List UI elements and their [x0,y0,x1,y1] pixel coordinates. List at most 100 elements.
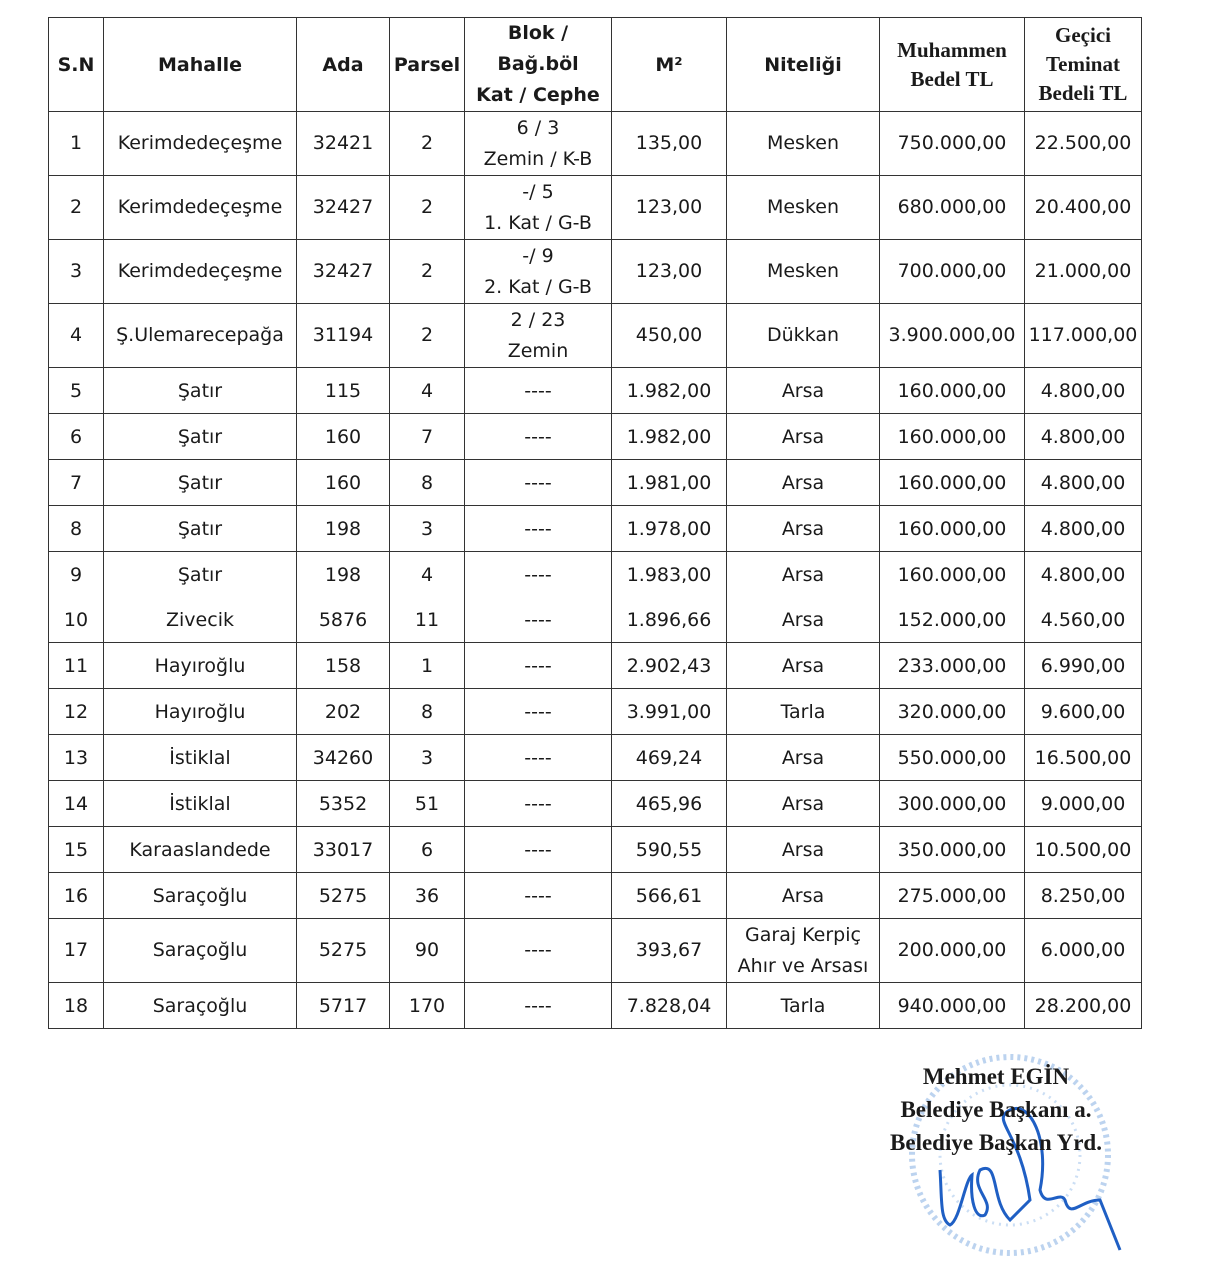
cell-bedel: 320.000,00 [879,688,1025,735]
table-row: 5 Şatır 115 4 ---- 1.982,00 Arsa 160.000,00 4.80… [48,367,1142,414]
cell-ada-text: 34260 [312,746,374,769]
cell-mahalle: Hayıroğlu [103,642,297,689]
cell-nitelik-text: Arsa [781,884,825,907]
cell-ada: 160 [296,459,390,506]
cell-teminat: 16.500,00 [1024,734,1142,781]
table-row: 8 Şatır 198 3 ---- 1.978,00 Arsa 160.000,00 4.80… [48,505,1142,552]
cell-ada-text: 32427 [312,260,374,282]
cell-mahalle-text: Karaaslandede [129,838,271,861]
cell-sn-text: 3 [69,260,83,282]
cell-sn: 15 [48,826,104,873]
signatory-title-2: Belediye Başkan Yrd. [890,1130,1102,1155]
signature-block: Mehmet EGİN Belediye Başkanı a. Belediye… [866,1060,1126,1159]
table-row: 12 Hayıroğlu 202 8 ---- 3.991,00 Tarla 320.000,… [48,688,1142,735]
table-row: 6 Şatır 160 7 ---- 1.982,00 Arsa 160.000,00 4.80… [48,413,1142,460]
cell-bedel: 160.000,00 [879,551,1025,597]
cell-mahalle: Saraçoğlu [103,872,297,919]
cell-sn: 14 [48,780,104,827]
cell-teminat-text: 8.250,00 [1040,884,1126,907]
cell-nitelik: Mesken [726,111,880,176]
cell-mahalle-text: Hayıroğlu [154,654,246,677]
cell-mahalle-text: Zivecik [166,608,234,631]
cell-bedel-text: 680.000,00 [897,196,1007,218]
cell-bedel-text: 3.900.000,00 [888,324,1016,346]
cell-kat-text: Zemin [507,339,569,362]
cell-parsel: 1 [389,642,465,689]
header-ada: Ada [296,17,390,112]
cell-teminat-text: 117.000,00 [1028,324,1138,346]
cell-blok-text: ---- [524,838,552,861]
cell-bedel: 160.000,00 [879,367,1025,414]
cell-blok: ---- [464,459,612,506]
cell-bedel-text: 160.000,00 [897,517,1007,540]
cell-teminat-text: 4.800,00 [1040,471,1126,494]
cell-ada-text: 32421 [312,132,374,154]
cell-m2-text: 2.902,43 [626,654,712,677]
cell-m2-text: 450,00 [635,324,703,346]
signatory-title-1: Belediye Başkanı a. [900,1097,1092,1122]
cell-nitelik: Mesken [726,175,880,240]
cell-kat-text: 2. Kat / G-B [484,275,592,298]
cell-m2-text: 3.991,00 [626,700,712,723]
cell-mahalle-text: Saraçoğlu [152,994,248,1017]
cell-bedel: 160.000,00 [879,505,1025,552]
cell-parsel: 90 [389,918,465,983]
cell-blok: ---- [464,826,612,873]
cell-bedel: 233.000,00 [879,642,1025,689]
cell-mahalle-text: İstiklal [169,792,231,815]
cell-nitelik: Arsa [726,872,880,919]
signatory-name: Mehmet EGİN [922,1064,1070,1089]
cell-m2-text: 465,96 [635,792,703,815]
cell-parsel: 51 [389,780,465,827]
table-row: 3 Kerimdedeçeşme 32427 2 -/ 9 2. Kat / G-B 123… [48,239,1142,304]
cell-bedel: 3.900.000,00 [879,303,1025,368]
cell-ada: 115 [296,367,390,414]
cell-ada-text: 160 [324,471,362,494]
cell-blok: -/ 5 1. Kat / G-B [464,175,612,240]
cell-m2: 450,00 [611,303,727,368]
cell-ada: 34260 [296,734,390,781]
cell-blok-text: ---- [524,939,552,961]
cell-blok-text: 6 / 3 [516,116,560,139]
cell-teminat: 9.600,00 [1024,688,1142,735]
cell-nitelik: Arsa [726,459,880,506]
cell-parsel: 4 [389,551,465,597]
cell-parsel-text: 7 [420,425,434,448]
cell-nitelik-text: Arsa [781,792,825,815]
cell-parsel-text: 8 [420,700,434,723]
cell-mahalle: İstiklal [103,780,297,827]
cell-sn-text: 15 [63,838,89,861]
cell-ada: 198 [296,551,390,597]
cell-sn: 8 [48,505,104,552]
cell-mahalle: Saraçoğlu [103,918,297,983]
cell-m2: 3.991,00 [611,688,727,735]
cell-teminat: 20.400,00 [1024,175,1142,240]
cell-blok-text: ---- [524,379,552,402]
cell-sn: 2 [48,175,104,240]
cell-blok: ---- [464,367,612,414]
cell-nitelik-text: Arsa [781,379,825,402]
cell-m2: 123,00 [611,175,727,240]
cell-nitelik-text: Arsa [781,746,825,769]
cell-ada-text: 5275 [318,884,368,907]
header-m2: M² [611,17,727,112]
cell-sn: 9 [48,551,104,597]
cell-teminat-text: 21.000,00 [1034,260,1132,282]
cell-teminat: 28.200,00 [1024,982,1142,1029]
cell-teminat-text: 10.500,00 [1034,838,1132,861]
cell-m2: 1.981,00 [611,459,727,506]
cell-ada-text: 5717 [318,994,368,1017]
cell-blok: ---- [464,413,612,460]
cell-ada: 198 [296,505,390,552]
cell-teminat: 4.800,00 [1024,551,1142,597]
cell-kat-text: Zemin / K-B [483,147,593,170]
cell-mahalle-text: Kerimdedeçeşme [117,132,283,154]
cell-m2: 135,00 [611,111,727,176]
cell-parsel: 2 [389,111,465,176]
cell-bedel-text: 750.000,00 [897,132,1007,154]
cell-teminat: 10.500,00 [1024,826,1142,873]
cell-ada-text: 33017 [312,838,374,861]
cell-mahalle-text: Ş.Ulemarecepağa [116,324,284,346]
cell-nitelik: Arsa [726,642,880,689]
cell-teminat: 4.800,00 [1024,367,1142,414]
